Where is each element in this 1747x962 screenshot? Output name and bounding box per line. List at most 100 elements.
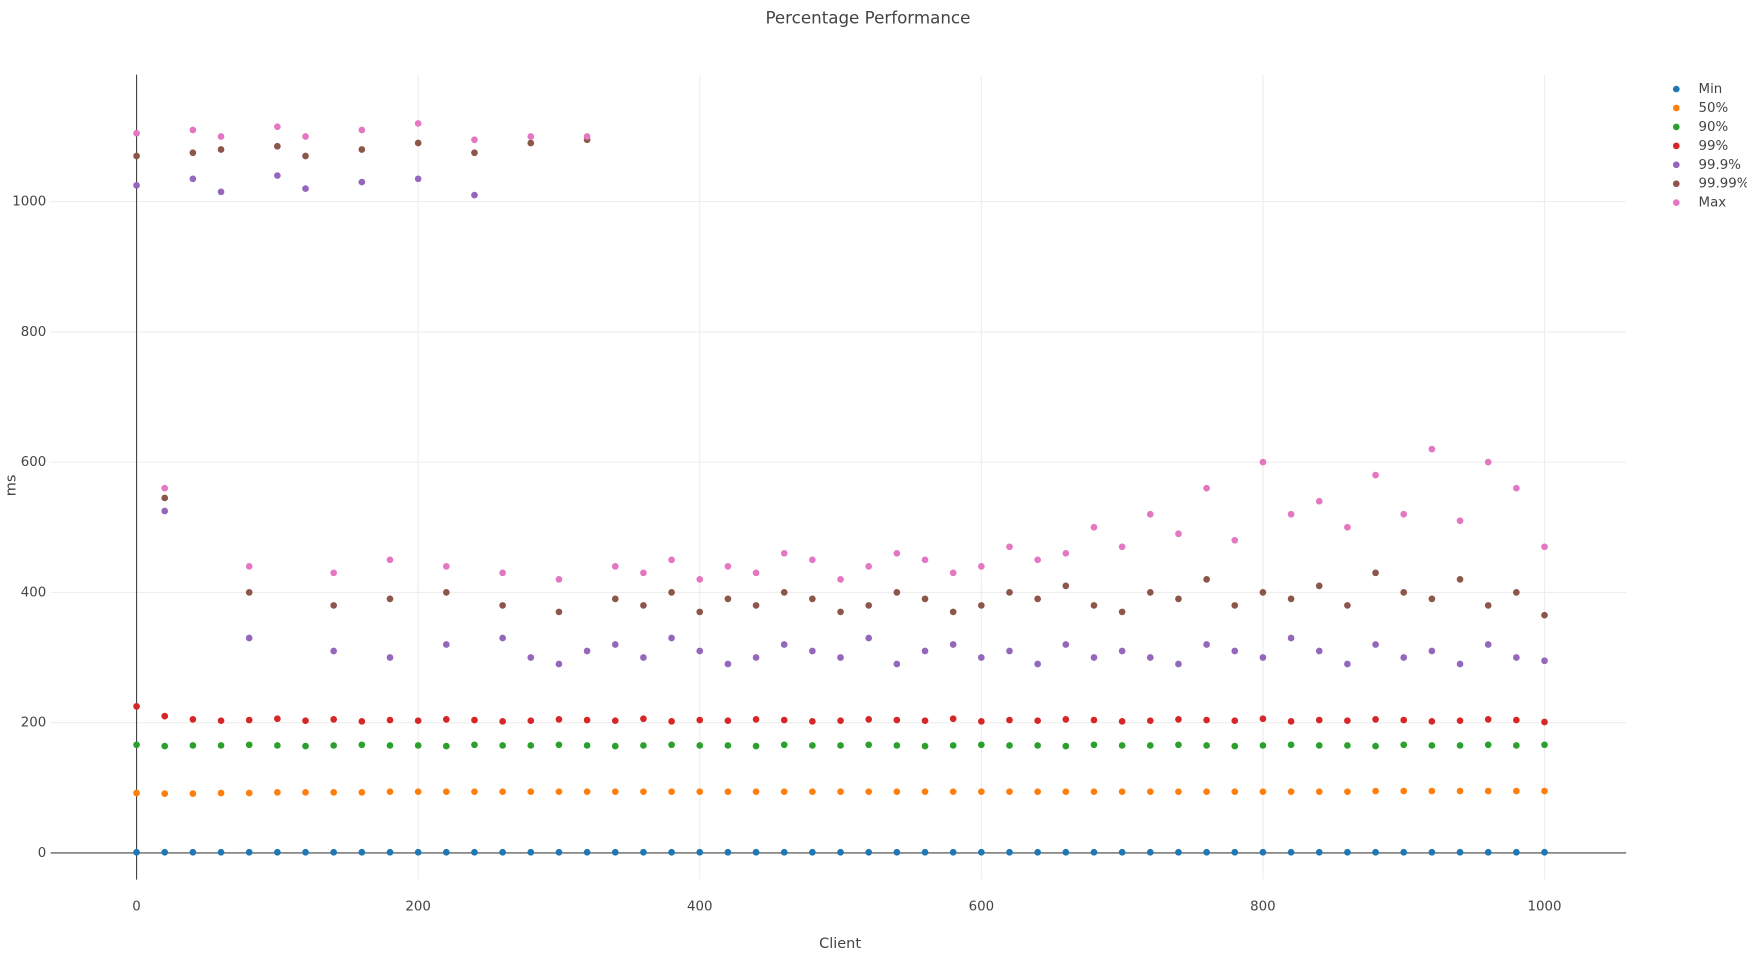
- scatter-point: [1513, 716, 1520, 724]
- scatter-point: [386, 556, 394, 564]
- scatter-point: [274, 742, 281, 749]
- scatter-point: [217, 717, 225, 725]
- scatter-point: [330, 848, 338, 856]
- scatter-point: [1541, 657, 1548, 665]
- scatter-point: [1146, 589, 1154, 596]
- scatter-point: [1034, 595, 1041, 603]
- scatter-point: [949, 641, 957, 648]
- scatter-point: [1287, 510, 1295, 518]
- scatter-point: [386, 654, 394, 661]
- scatter-point: [1146, 788, 1154, 796]
- scatter-point: [1456, 517, 1464, 525]
- scatter-point: [1118, 543, 1126, 551]
- scatter-point: [583, 848, 591, 856]
- scatter-point: [809, 788, 816, 796]
- scatter-point: [1541, 848, 1548, 856]
- scatter-point: [668, 718, 675, 725]
- scatter-point: [1146, 848, 1154, 856]
- scatter-point: [189, 149, 197, 157]
- scatter-point: [724, 562, 732, 570]
- scatter-point: [217, 848, 225, 856]
- scatter-point: [1428, 595, 1436, 603]
- scatter-point: [1456, 742, 1464, 749]
- scatter-point: [1400, 716, 1408, 724]
- scatter-point: [1118, 647, 1126, 655]
- scatter-point: [1175, 741, 1182, 749]
- y-tick-label: 600: [21, 455, 47, 470]
- scatter-point: [1090, 602, 1098, 609]
- scatter-point: [865, 741, 873, 749]
- scatter-point: [865, 716, 873, 723]
- scatter-point: [442, 788, 450, 796]
- scatter-point: [921, 742, 929, 750]
- scatter-point: [1118, 848, 1126, 856]
- scatter-point: [1344, 742, 1351, 749]
- scatter-point: [386, 788, 394, 796]
- scatter-point: [217, 133, 225, 140]
- scatter-point: [1062, 848, 1070, 856]
- scatter-point: [358, 741, 366, 749]
- scatter-point: [696, 848, 704, 856]
- legend-label: 50%: [1699, 101, 1729, 116]
- scatter-point: [499, 742, 506, 749]
- scatter-point: [302, 133, 309, 140]
- legend-marker: [1672, 85, 1680, 93]
- scatter-point: [245, 634, 253, 642]
- scatter-point: [1259, 654, 1267, 661]
- scatter-point: [1203, 576, 1210, 583]
- scatter-point: [640, 715, 647, 723]
- scatter-point: [1062, 641, 1070, 648]
- scatter-point: [1062, 788, 1070, 796]
- scatter-point: [133, 181, 140, 189]
- scatter-point: [217, 789, 225, 797]
- scatter-point: [893, 549, 901, 557]
- scatter-point: [1146, 717, 1154, 725]
- scatter-point: [696, 608, 704, 616]
- scatter-point: [668, 788, 675, 796]
- scatter-point: [611, 595, 619, 603]
- scatter-point: [865, 788, 873, 796]
- scatter-point: [949, 788, 957, 796]
- scatter-point: [668, 741, 675, 749]
- x-tick-label: 0: [132, 899, 141, 914]
- scatter-point: [696, 742, 704, 749]
- scatter-point: [1484, 848, 1492, 856]
- scatter-point: [893, 848, 901, 856]
- legend-marker: [1672, 123, 1680, 131]
- scatter-point: [245, 848, 253, 856]
- scatter-point: [386, 716, 394, 724]
- scatter-point: [921, 788, 929, 796]
- scatter-point: [1484, 787, 1492, 795]
- scatter-point: [1287, 595, 1295, 603]
- scatter-point: [837, 788, 844, 796]
- scatter-point: [161, 742, 169, 750]
- scatter-point: [1090, 741, 1098, 749]
- scatter-point: [527, 788, 535, 796]
- scatter-point: [1484, 641, 1492, 648]
- scatter-point: [809, 595, 816, 603]
- y-tick-label: 1000: [12, 195, 46, 210]
- scatter-point: [330, 569, 338, 577]
- scatter-point: [1287, 718, 1295, 725]
- scatter-point: [752, 742, 760, 750]
- scatter-point: [1287, 848, 1295, 856]
- scatter-point: [583, 647, 591, 655]
- scatter-point: [1231, 848, 1239, 856]
- scatter-point: [1372, 716, 1379, 723]
- scatter-point: [977, 741, 985, 749]
- scatter-point: [1513, 787, 1520, 795]
- scatter-point: [1090, 848, 1098, 856]
- scatter-point: [1372, 848, 1379, 856]
- scatter-point: [837, 717, 844, 725]
- scatter-point: [1034, 660, 1041, 668]
- scatter-point: [1034, 717, 1041, 725]
- scatter-point: [302, 788, 309, 796]
- scatter-point: [527, 848, 535, 856]
- scatter-point: [752, 788, 760, 796]
- scatter-point: [274, 172, 281, 179]
- scatter-point: [921, 848, 929, 856]
- scatter-point: [386, 742, 394, 749]
- scatter-point: [1175, 530, 1182, 538]
- scatter-point: [1372, 742, 1379, 750]
- scatter-point: [949, 608, 957, 616]
